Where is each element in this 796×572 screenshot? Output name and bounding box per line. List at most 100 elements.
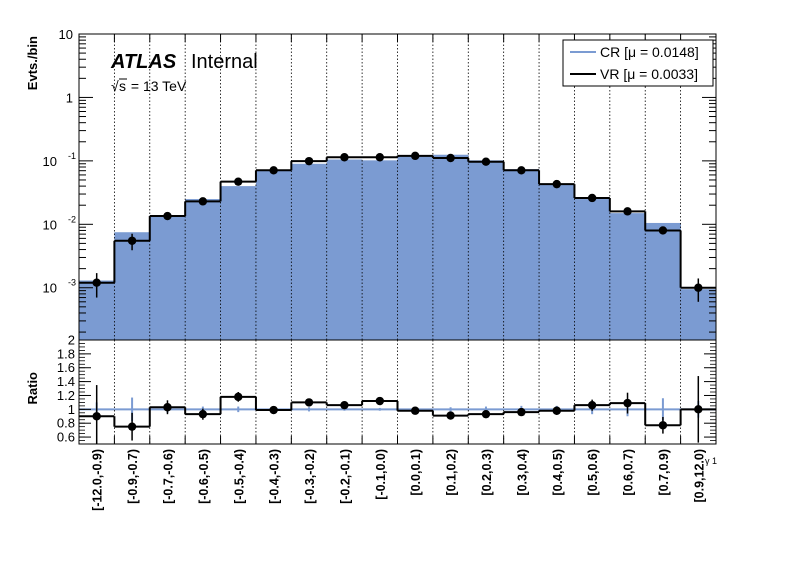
x-category-label: [-0.9,-0.7) — [126, 449, 140, 504]
ratio-y-axis-label: Ratio — [25, 372, 40, 405]
ratio-point — [340, 400, 349, 410]
energy-sqrt: √ — [111, 78, 119, 94]
internal-label: Internal — [191, 51, 258, 73]
x-category-label: [-0.7,-0.6) — [161, 449, 175, 504]
ratio-point — [92, 412, 101, 421]
ratio-point — [481, 409, 491, 419]
ratio-point — [410, 406, 420, 415]
vr-point — [587, 193, 597, 203]
cr-bar — [645, 222, 681, 340]
cr-bar — [149, 215, 186, 340]
vr-point — [92, 278, 101, 287]
vr-point — [234, 177, 243, 186]
cr-bar — [397, 156, 434, 340]
energy-value: = 13 TeV — [127, 78, 187, 94]
cr-bar — [220, 186, 257, 340]
cr-bar — [503, 169, 540, 340]
x-category-label: [0.7,0.9) — [657, 449, 671, 496]
x-category-label: [-0.1,0.0) — [374, 449, 388, 500]
vr-point — [410, 151, 420, 161]
x-category-label: [0.1,0.2) — [445, 449, 459, 496]
atlas-label: ATLAS — [110, 51, 177, 73]
ratio-point — [234, 392, 243, 402]
x-category-label: [-0.6,-0.5) — [197, 449, 211, 504]
cr-bar — [326, 159, 363, 340]
main-panel: 10 -3 10 -2 10 -1 1 10 Evts./bin — [25, 27, 717, 341]
cr-bar — [255, 169, 292, 340]
x-category-label: [-0.2,-0.1) — [338, 449, 352, 504]
vr-point — [127, 236, 137, 245]
y-tick-label: 1 — [66, 90, 73, 105]
cr-bar — [609, 213, 646, 340]
x-category-label: [0.4,0.5) — [551, 449, 565, 496]
vr-point — [481, 157, 491, 166]
ratio-point — [375, 396, 385, 406]
ratio-y-tick-label: 1.2 — [57, 388, 75, 403]
cr-bar — [185, 199, 221, 340]
cr-bar — [574, 199, 611, 340]
ratio-y-tick-label: 0.8 — [57, 416, 75, 431]
y-axis-label: Evts./bin — [25, 36, 40, 90]
ratio-point — [198, 409, 208, 419]
ratio-point — [587, 400, 597, 410]
y-tick-label: 10 — [43, 154, 57, 169]
legend-cr-label: CR [μ = 0.0148] — [600, 44, 699, 60]
x-category-label: [-0.3,-0.2) — [303, 449, 317, 504]
x-axis-label: γ 1 — [705, 456, 717, 466]
x-category-label: [-0.5,-0.4) — [232, 449, 246, 504]
x-category-label: [-0.4,-0.3) — [268, 449, 282, 504]
vr-point — [517, 166, 526, 175]
vr-point — [163, 211, 172, 221]
ratio-y-tick-label: 1.4 — [57, 374, 75, 389]
cr-bar — [539, 183, 575, 340]
ratio-y-tick-label: 1 — [68, 402, 75, 417]
ratio-point — [658, 421, 668, 430]
y-tick-exponent: -1 — [68, 151, 76, 161]
ratio-point — [304, 398, 314, 407]
y-tick-label: 10 — [43, 281, 57, 296]
energy-label: √ s = 13 TeV — [111, 78, 187, 94]
ratio-point — [269, 405, 278, 415]
x-category-label: [0.6,0.7) — [622, 449, 636, 496]
legend-vr-label: VR [μ = 0.0033] — [600, 66, 698, 82]
y-tick-label: 10 — [43, 217, 57, 232]
ratio-y-tick-label: 1.8 — [57, 346, 75, 361]
ratio-panel: 0.60.811.21.41.61.82 [-12.0,-0.9) [-0.9,-0… — [25, 333, 717, 511]
ratio-point — [552, 406, 561, 415]
energy-s: s — [119, 78, 126, 94]
vr-point — [694, 283, 703, 292]
x-category-label: [0.0,0.1) — [409, 449, 423, 496]
ratio-point — [446, 411, 455, 420]
ratio-point — [127, 422, 137, 431]
ratio-y-tick-label: 1.6 — [57, 360, 75, 375]
x-category-label: [-12.0,-0.9) — [91, 449, 105, 511]
x-category-label: [0.2,0.3) — [480, 449, 494, 496]
ratio-point — [694, 405, 703, 414]
vr-point — [269, 166, 278, 175]
vr-point — [375, 153, 385, 162]
x-category-label: [0.9,12.0) — [692, 449, 706, 503]
ratio-point — [163, 403, 172, 412]
legend: CR [μ = 0.0148] VR [μ = 0.0033] — [562, 39, 714, 87]
x-category-label: [0.3,0.4) — [515, 449, 529, 496]
vr-point — [304, 156, 314, 166]
vr-point — [340, 153, 349, 162]
legend-box — [562, 39, 714, 87]
vr-point — [658, 226, 668, 235]
cr-bar — [468, 160, 504, 340]
y-tick-exponent: -2 — [68, 214, 76, 224]
ratio-point — [623, 398, 632, 408]
ratio-point — [517, 407, 526, 417]
vr-point — [198, 197, 208, 206]
cr-bar — [432, 154, 469, 340]
y-tick-label: 10 — [59, 27, 73, 42]
x-category-label: [0.5,0.6) — [586, 449, 600, 496]
y-tick-exponent: -3 — [68, 278, 76, 288]
ratio-y-tick-label: 2 — [68, 333, 75, 348]
vr-point — [552, 179, 561, 189]
vr-point — [623, 207, 632, 216]
cr-bar — [291, 163, 328, 340]
cr-bar — [362, 160, 398, 340]
vr-point — [446, 153, 455, 163]
